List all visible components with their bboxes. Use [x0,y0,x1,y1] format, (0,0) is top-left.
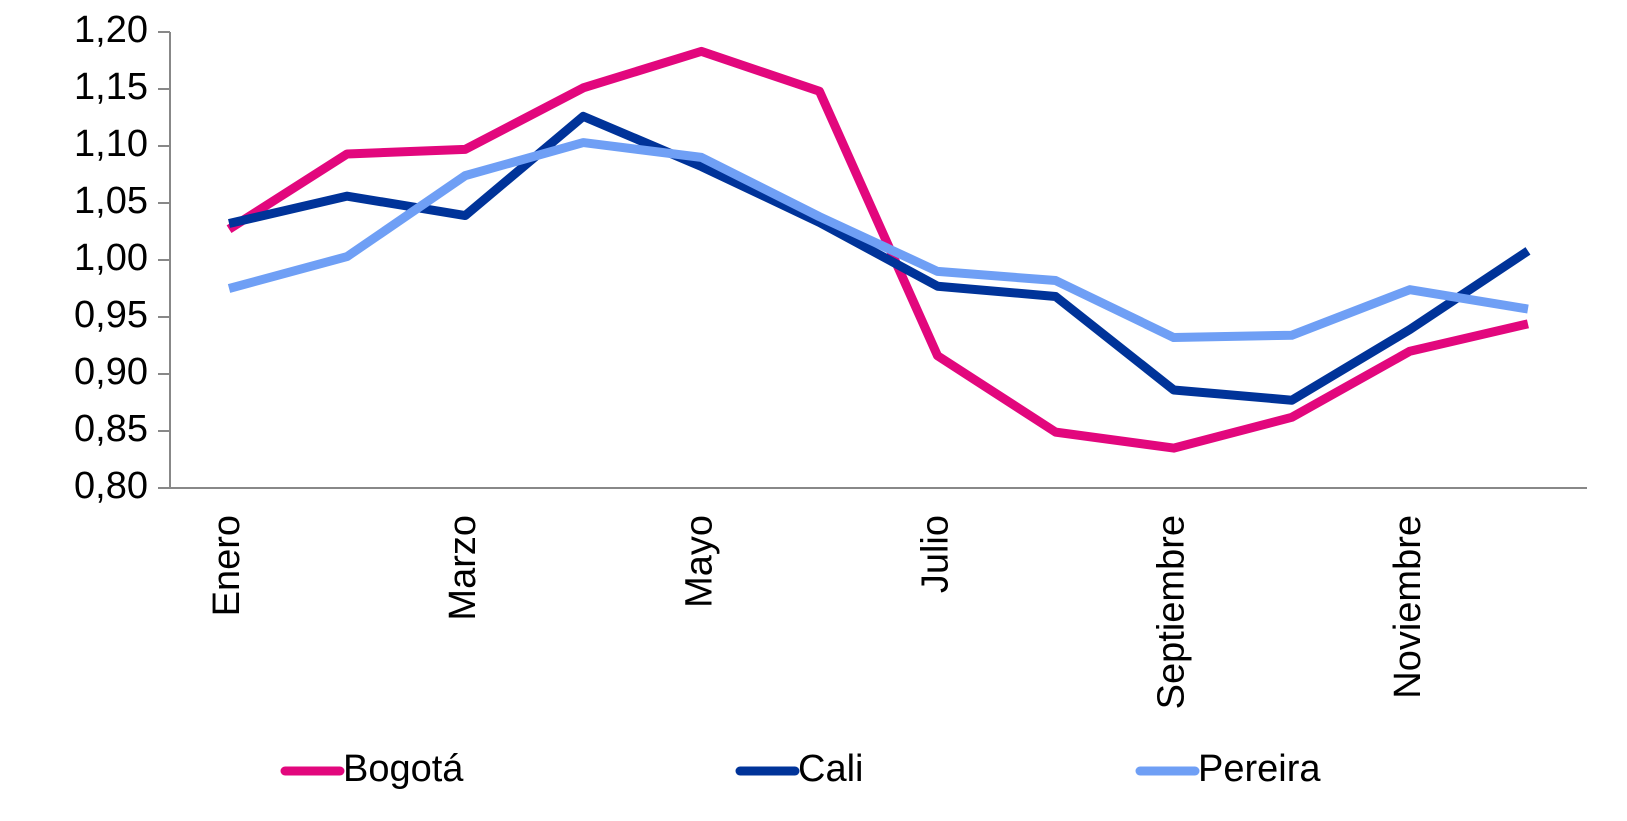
y-tick-label: 0,80 [74,465,148,507]
series-line [228,111,1531,405]
x-tick-label: Enero [206,515,248,616]
y-tick-label: 0,90 [74,351,148,393]
legend-label: Pereira [1198,748,1321,790]
y-tick-label: 1,20 [74,9,148,51]
series-line [227,138,1529,343]
x-tick-label: Noviembre [1387,515,1429,699]
y-tick-label: 0,85 [74,408,148,450]
series-line [226,46,1529,453]
x-tick-label: Septiembre [1151,515,1193,709]
x-tick-label: Mayo [678,515,720,608]
y-tick-label: 0,95 [74,294,148,336]
x-tick-label: Julio [915,515,957,593]
x-tick-label: Marzo [442,515,484,621]
y-tick-label: 1,05 [74,180,148,222]
y-tick-label: 1,15 [74,66,148,108]
y-tick-label: 1,00 [74,237,148,279]
legend-label: Cali [798,748,863,790]
legend-label: Bogotá [343,748,464,790]
y-tick-label: 1,10 [74,123,148,165]
